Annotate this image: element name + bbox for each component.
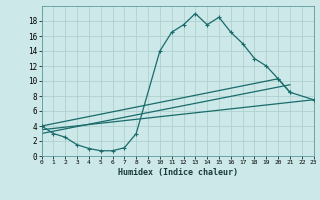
X-axis label: Humidex (Indice chaleur): Humidex (Indice chaleur) [118,168,237,177]
